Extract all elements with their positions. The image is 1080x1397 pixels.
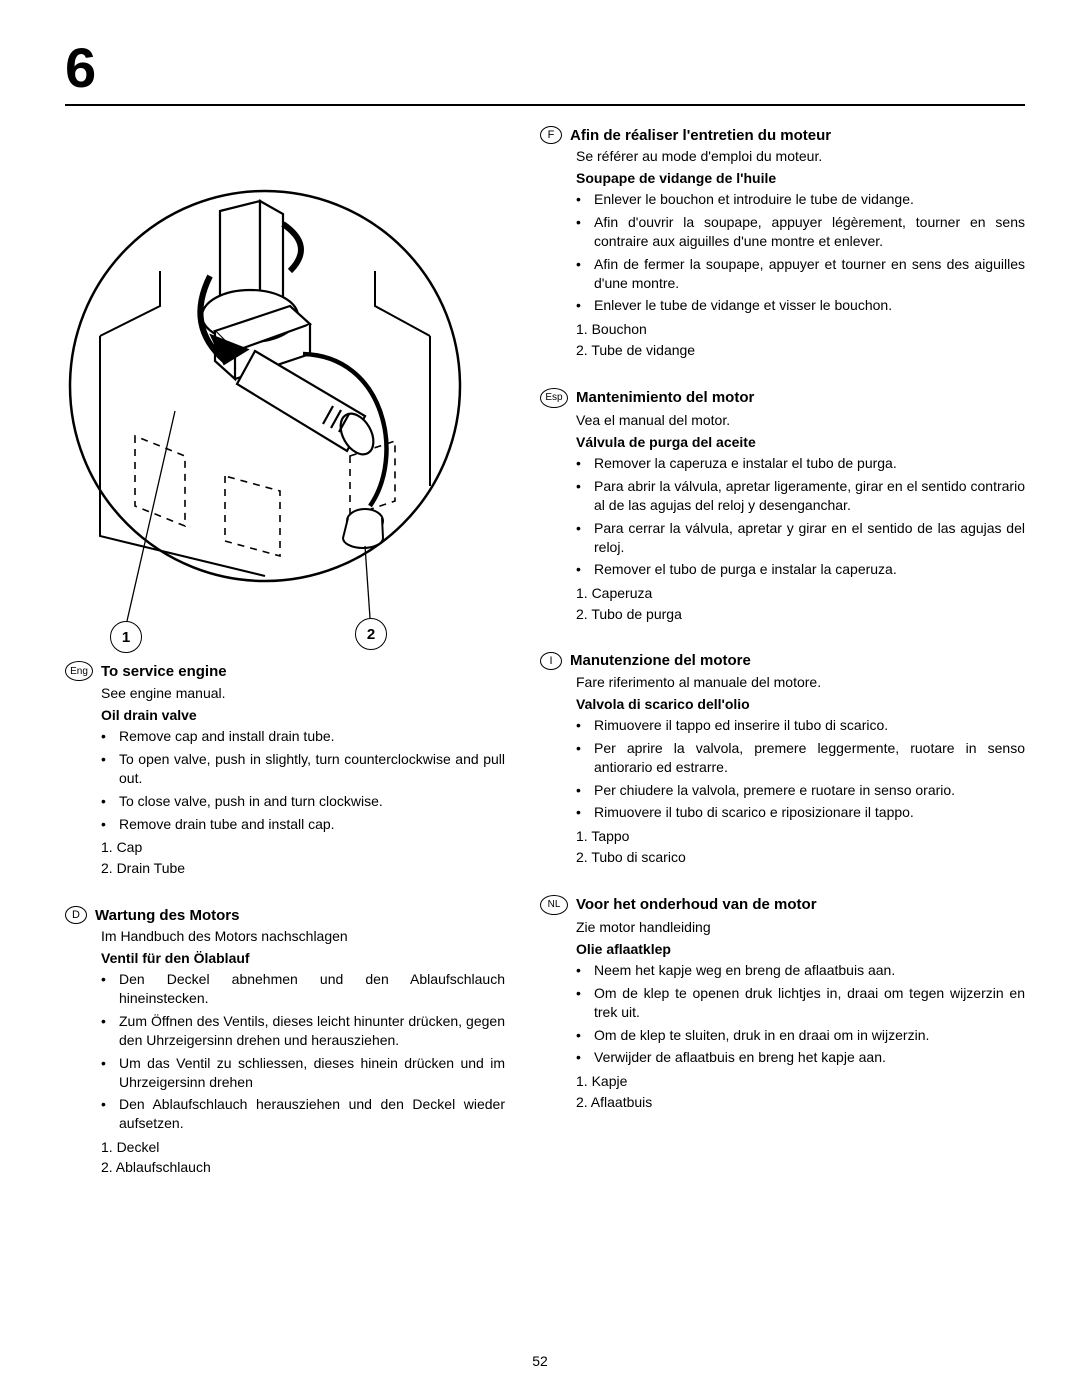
section-sub-bold: Ventil für den Ölablauf	[101, 950, 505, 966]
section-f: F Afin de réaliser l'entretien du moteur…	[540, 126, 1025, 360]
bullet: Para cerrar la válvula, apretar y girar …	[576, 519, 1025, 557]
section-title: To service engine	[101, 663, 227, 680]
section-d: D Wartung des Motors Im Handbuch des Mot…	[65, 906, 505, 1178]
oil-drain-valve-diagram	[65, 156, 465, 636]
bullet: Remover la caperuza e instalar el tubo d…	[576, 454, 1025, 473]
bullet: Remove drain tube and install cap.	[101, 815, 505, 834]
bullet-list: Neem het kapje weg en breng de aflaatbui…	[576, 961, 1025, 1067]
section-title: Manutenzione del motore	[570, 652, 751, 669]
parts-list: 1. Kapje 2. Aflaatbuis	[576, 1071, 1025, 1112]
section-sub-bold: Soupape de vidange de l'huile	[576, 170, 1025, 186]
bullet: Rimuovere il tubo di scarico e riposizio…	[576, 803, 1025, 822]
page-number: 52	[0, 1353, 1080, 1369]
section-sub: See engine manual.	[101, 685, 505, 701]
bullet: Neem het kapje weg en breng de aflaatbui…	[576, 961, 1025, 980]
chapter-number: 6	[65, 40, 1025, 96]
bullet-list: Remove cap and install drain tube. To op…	[101, 727, 505, 833]
part-item: 2. Tube de vidange	[576, 340, 1025, 360]
bullet-list: Remover la caperuza e instalar el tubo d…	[576, 454, 1025, 579]
section-esp: Esp Mantenimiento del motor Vea el manua…	[540, 388, 1025, 624]
section-i: I Manutenzione del motore Fare riferimen…	[540, 652, 1025, 867]
bullet: Om de klep te sluiten, druk in en draai …	[576, 1026, 1025, 1045]
bullet: Enlever le tube de vidange et visser le …	[576, 296, 1025, 315]
bullet: Per chiudere la valvola, premere e ruota…	[576, 781, 1025, 800]
bullet: Afin de fermer la soupape, appuyer et to…	[576, 255, 1025, 293]
parts-list: 1. Bouchon 2. Tube de vidange	[576, 319, 1025, 360]
bullet: Om de klep te openen druk lichtjes in, d…	[576, 984, 1025, 1022]
bullet: To close valve, push in and turn clockwi…	[101, 792, 505, 811]
bullet-list: Den Deckel abnehmen und den Ablaufschlau…	[101, 970, 505, 1133]
section-sub: Zie motor handleiding	[576, 919, 1025, 935]
bullet: Den Ablaufschlauch herausziehen und den …	[101, 1095, 505, 1133]
part-item: 2. Ablaufschlauch	[101, 1157, 505, 1177]
lang-badge-f: F	[540, 126, 562, 144]
section-sub: Fare riferimento al manuale del motore.	[576, 674, 1025, 690]
diagram: 1 2	[65, 156, 465, 636]
section-nl: NL Voor het onderhoud van de motor Zie m…	[540, 895, 1025, 1112]
section-sub: Im Handbuch des Motors nachschlagen	[101, 928, 505, 944]
two-column-layout: 1 2 Eng To service engine See engine man…	[65, 126, 1025, 1206]
parts-list: 1. Caperuza 2. Tubo de purga	[576, 583, 1025, 624]
part-item: 1. Caperuza	[576, 583, 1025, 603]
part-item: 1. Kapje	[576, 1071, 1025, 1091]
divider	[65, 104, 1025, 106]
part-item: 1. Tappo	[576, 826, 1025, 846]
part-item: 1. Cap	[101, 837, 505, 857]
lang-badge-d: D	[65, 906, 87, 924]
bullet: Den Deckel abnehmen und den Ablaufschlau…	[101, 970, 505, 1008]
section-title: Voor het onderhoud van de motor	[576, 896, 817, 913]
part-item: 2. Drain Tube	[101, 858, 505, 878]
lang-badge-esp: Esp	[540, 388, 568, 408]
bullet: Remover el tubo de purga e instalar la c…	[576, 560, 1025, 579]
callout-1: 1	[110, 621, 142, 653]
section-sub-bold: Válvula de purga del aceite	[576, 434, 1025, 450]
section-sub: Se référer au mode d'emploi du moteur.	[576, 148, 1025, 164]
section-eng: Eng To service engine See engine manual.…	[65, 661, 505, 878]
section-title: Wartung des Motors	[95, 907, 239, 924]
section-sub-bold: Valvola di scarico dell'olio	[576, 696, 1025, 712]
section-sub-bold: Oil drain valve	[101, 707, 505, 723]
parts-list: 1. Cap 2. Drain Tube	[101, 837, 505, 878]
part-item: 2. Aflaatbuis	[576, 1092, 1025, 1112]
lang-badge-i: I	[540, 652, 562, 670]
section-title: Mantenimiento del motor	[576, 389, 754, 406]
section-sub-bold: Olie aflaatklep	[576, 941, 1025, 957]
bullet-list: Enlever le bouchon et introduire le tube…	[576, 190, 1025, 315]
bullet: Zum Öffnen des Ventils, dieses leicht hi…	[101, 1012, 505, 1050]
bullet: Per aprire la valvola, premere leggermen…	[576, 739, 1025, 777]
part-item: 1. Deckel	[101, 1137, 505, 1157]
bullet-list: Rimuovere il tappo ed inserire il tubo d…	[576, 716, 1025, 822]
bullet: Verwijder de aflaatbuis en breng het kap…	[576, 1048, 1025, 1067]
bullet: Enlever le bouchon et introduire le tube…	[576, 190, 1025, 209]
right-column: F Afin de réaliser l'entretien du moteur…	[540, 126, 1025, 1206]
parts-list: 1. Deckel 2. Ablaufschlauch	[101, 1137, 505, 1178]
section-title: Afin de réaliser l'entretien du moteur	[570, 127, 831, 144]
left-column: 1 2 Eng To service engine See engine man…	[65, 126, 505, 1206]
parts-list: 1. Tappo 2. Tubo di scarico	[576, 826, 1025, 867]
lang-badge-nl: NL	[540, 895, 568, 915]
bullet: Rimuovere il tappo ed inserire il tubo d…	[576, 716, 1025, 735]
bullet: Para abrir la válvula, apretar ligeramen…	[576, 477, 1025, 515]
bullet: Remove cap and install drain tube.	[101, 727, 505, 746]
lang-badge-eng: Eng	[65, 661, 93, 681]
part-item: 2. Tubo de purga	[576, 604, 1025, 624]
section-sub: Vea el manual del motor.	[576, 412, 1025, 428]
bullet: To open valve, push in slightly, turn co…	[101, 750, 505, 788]
bullet: Afin d'ouvrir la soupape, appuyer légère…	[576, 213, 1025, 251]
bullet: Um das Ventil zu schliessen, dieses hine…	[101, 1054, 505, 1092]
part-item: 1. Bouchon	[576, 319, 1025, 339]
callout-2: 2	[355, 618, 387, 650]
part-item: 2. Tubo di scarico	[576, 847, 1025, 867]
